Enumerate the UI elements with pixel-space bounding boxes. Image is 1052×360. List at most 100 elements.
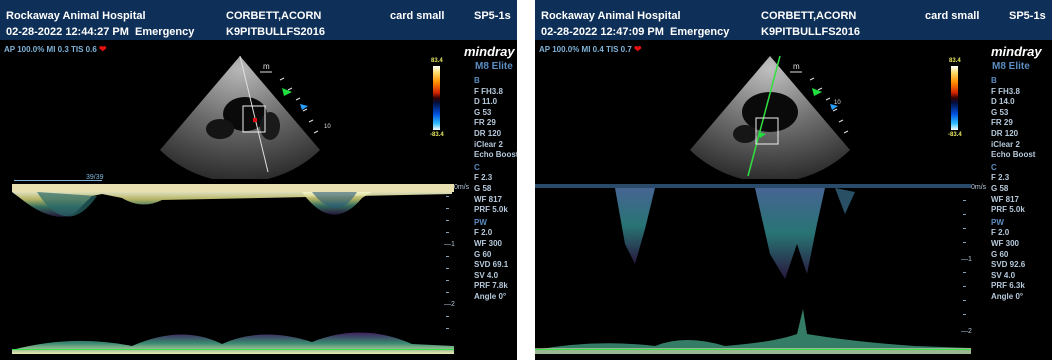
- ultrasound-panel-left: Rockaway Animal Hospital CORBETT,ACORN c…: [0, 0, 517, 360]
- colorbar-max: 83.4: [949, 58, 961, 64]
- color-mode-label: C: [474, 162, 480, 172]
- bmode-sector-image: m 10: [690, 55, 850, 179]
- parameter-value: G 53: [474, 107, 492, 117]
- heart-icon: ❤: [99, 44, 107, 54]
- parameter-value: SVD 69.1: [474, 260, 509, 270]
- parameter-value: FR 29: [991, 118, 1013, 128]
- scale-tick: [963, 300, 966, 301]
- exam-datetime: 02-28-2022 12:47:09 PM Emergency: [541, 26, 730, 38]
- scale-tick: [446, 328, 449, 329]
- parameter-value: F 2.0: [474, 228, 493, 238]
- acoustic-output: AP 100.0% MI 0.4 TIS 0.7 ❤: [539, 44, 642, 54]
- patient-name: CORBETT,ACORN: [761, 10, 857, 22]
- brand-logo: mindray: [464, 44, 515, 59]
- scale-tick: [446, 268, 449, 269]
- bmode-sector-image: m 10: [160, 55, 331, 179]
- parameter-value: Angle 0°: [991, 291, 1024, 301]
- parameter-value: WF 817: [474, 194, 503, 204]
- cine-scroll-bar[interactable]: [14, 180, 102, 181]
- colorbar-max: 83.4: [431, 58, 443, 64]
- color-velocity-bar: [433, 66, 440, 130]
- parameter-value: G 58: [474, 183, 492, 193]
- parameter-value: G 53: [991, 107, 1009, 117]
- hospital-name: Rockaway Animal Hospital: [6, 10, 146, 22]
- parameter-value: G 58: [991, 183, 1009, 193]
- scale-tick: [446, 256, 449, 257]
- patient-header: Rockaway Animal Hospital CORBETT,ACORN c…: [0, 0, 517, 40]
- parameter-value: WF 300: [991, 238, 1020, 248]
- scale-tick: [446, 220, 449, 221]
- exam-preset: card small: [925, 10, 980, 22]
- patient-id: K9PITBULLFS2016: [226, 26, 326, 38]
- scale-tick: [446, 208, 449, 209]
- parameter-value: DR 120: [991, 128, 1019, 138]
- parameter-value: PRF 6.3k: [991, 281, 1025, 291]
- scale-tick: [963, 272, 966, 273]
- parameter-value: Echo Boost: [991, 150, 1036, 160]
- doppler-green-marker: [12, 349, 454, 350]
- parameter-value: G 60: [991, 249, 1009, 259]
- parameter-value: G 60: [474, 249, 492, 259]
- parameter-value: D 11.0: [474, 97, 498, 107]
- heart-icon: ❤: [634, 44, 642, 54]
- exam-datetime: 02-28-2022 12:44:27 PM Emergency: [6, 26, 195, 38]
- probe-name: SP5-1s: [1009, 10, 1046, 22]
- scale-tick: [446, 316, 449, 317]
- parameter-value: F 2.3: [474, 173, 493, 183]
- panel-divider: [517, 0, 535, 360]
- parameter-value: SVD 92.6: [991, 260, 1026, 270]
- brand-logo: mindray: [991, 44, 1042, 59]
- scale-tick: [963, 200, 966, 201]
- device-model: M8 Elite: [475, 61, 513, 72]
- pw-mode-label: PW: [474, 217, 487, 227]
- scale-tick: [963, 214, 966, 215]
- patient-id: K9PITBULLFS2016: [761, 26, 861, 38]
- probe-orientation-mark: m: [793, 62, 800, 71]
- parameter-value: Echo Boost: [474, 150, 517, 160]
- parameter-value: SV 4.0: [474, 270, 499, 280]
- depth-marker: 10: [834, 100, 841, 106]
- imaging-parameters: B F FH3.8 D 11.0 G 53 FR 29 DR 120 iClear 2 …: [474, 76, 517, 302]
- ultrasound-panel-right: Rockaway Animal Hospital CORBETT,ACORN c…: [535, 0, 1052, 360]
- scale-zero: 0m/s: [971, 184, 987, 191]
- parameter-value: F 2.0: [991, 228, 1010, 238]
- scale-mark-2: —2: [444, 301, 455, 308]
- color-velocity-bar: [951, 66, 958, 130]
- parameter-value: DR 120: [474, 128, 502, 138]
- parameter-value: F FH3.8: [991, 86, 1020, 96]
- scale-mark-2: —2: [961, 328, 972, 335]
- parameter-value: Angle 0°: [474, 291, 507, 301]
- pw-doppler-spectrum: [12, 184, 454, 354]
- parameter-value: FR 29: [474, 118, 496, 128]
- scale-mark-1: —1: [961, 256, 972, 263]
- scale-tick: [963, 228, 966, 229]
- patient-name: CORBETT,ACORN: [226, 10, 322, 22]
- scale-zero: 0m/s: [454, 184, 470, 191]
- acoustic-output: AP 100.0% MI 0.3 TIS 0.6 ❤: [4, 44, 107, 54]
- b-mode-label: B: [991, 76, 997, 85]
- parameter-value: PRF 5.0k: [474, 205, 508, 215]
- colorbar-min: -83.4: [430, 132, 444, 138]
- cine-frame-counter: 39/39: [86, 174, 104, 181]
- parameter-value: WF 817: [991, 194, 1020, 204]
- patient-header: Rockaway Animal Hospital CORBETT,ACORN c…: [535, 0, 1052, 40]
- scale-tick: [963, 286, 966, 287]
- parameter-value: PRF 7.8k: [474, 281, 508, 291]
- parameter-value: PRF 5.0k: [991, 205, 1025, 215]
- scale-mark-1: —1: [444, 241, 455, 248]
- doppler-green-marker: [535, 349, 971, 350]
- exam-preset: card small: [390, 10, 445, 22]
- color-mode-label: C: [991, 162, 997, 172]
- parameter-value: F 2.3: [991, 173, 1010, 183]
- velocity-scale: 0m/s —1 —2: [961, 184, 1005, 356]
- velocity-scale: 0m/s —1 —2: [440, 184, 480, 356]
- pw-mode-label: PW: [991, 217, 1004, 227]
- parameter-value: WF 300: [474, 238, 503, 248]
- probe-orientation-mark: m: [263, 62, 270, 71]
- probe-name: SP5-1s: [474, 10, 511, 22]
- scale-tick: [963, 314, 966, 315]
- parameter-value: iClear 2: [991, 139, 1020, 149]
- hospital-name: Rockaway Animal Hospital: [541, 10, 681, 22]
- scale-tick: [446, 196, 449, 197]
- scale-tick: [446, 280, 449, 281]
